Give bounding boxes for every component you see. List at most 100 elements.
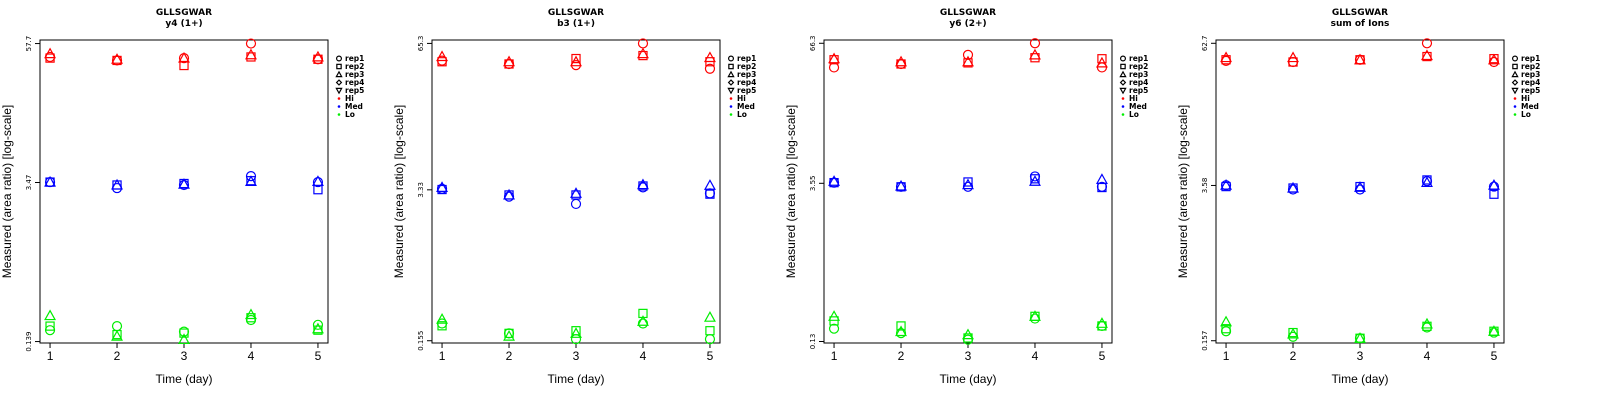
y-tick-label: 0.155 bbox=[417, 331, 425, 351]
chart-title: GLLSGWAR bbox=[548, 8, 604, 18]
x-tick-label: 4 bbox=[1424, 349, 1431, 363]
chart-title: GLLSGWAR bbox=[1332, 8, 1388, 18]
point-hi-rep3 bbox=[703, 51, 716, 63]
point-lo-rep3 bbox=[436, 313, 449, 324]
legend-label: rep5 bbox=[737, 86, 756, 95]
point-med-rep3 bbox=[1287, 181, 1299, 193]
legend-label: rep3 bbox=[737, 70, 756, 79]
point-lo-rep3 bbox=[44, 309, 57, 321]
legend-label: Hi bbox=[1129, 94, 1138, 103]
point-hi-rep1 bbox=[245, 38, 257, 49]
point-lo-rep1 bbox=[1220, 326, 1232, 337]
point-lo-rep1 bbox=[637, 318, 649, 329]
y-axis-label: Measured (area ratio) [log-scale] bbox=[784, 105, 798, 278]
point-lo-rep3 bbox=[1095, 317, 1108, 328]
x-tick-label: 5 bbox=[707, 349, 714, 363]
point-lo-rep3 bbox=[1220, 315, 1233, 327]
legend-dot-lo bbox=[729, 113, 733, 116]
point-lo-rep1 bbox=[312, 319, 324, 330]
point-lo-rep1 bbox=[895, 327, 907, 339]
legend-symbol-rep2 bbox=[1512, 63, 1518, 70]
point-lo-rep3 bbox=[703, 311, 716, 322]
point-med-rep3 bbox=[245, 175, 257, 186]
legend-symbol-rep5 bbox=[335, 87, 343, 95]
legend-symbol-rep4 bbox=[727, 79, 735, 86]
point-lo-rep3 bbox=[1287, 327, 1299, 339]
y-axis-label: Measured (area ratio) [log-scale] bbox=[392, 105, 406, 278]
legend-label: Lo bbox=[737, 110, 747, 119]
point-med-rep3 bbox=[44, 175, 57, 187]
legend-dot-med bbox=[337, 105, 341, 108]
legend-label: Med bbox=[345, 102, 363, 111]
point-lo-rep3 bbox=[1421, 317, 1433, 329]
y-tick-label: 3.47 bbox=[25, 175, 33, 191]
point-lo-rep2 bbox=[179, 328, 189, 338]
point-hi-rep3 bbox=[503, 55, 515, 67]
point-hi-rep3 bbox=[311, 50, 324, 62]
legend-symbol-rep1 bbox=[336, 55, 343, 62]
y-tick-label: 0.13 bbox=[809, 334, 817, 350]
x-tick-label: 5 bbox=[1099, 349, 1106, 363]
x-axis-label: Time (day) bbox=[940, 372, 997, 386]
point-lo-rep1 bbox=[1096, 320, 1108, 332]
legend-label: Med bbox=[1521, 102, 1539, 111]
point-med-rep3 bbox=[637, 178, 649, 190]
x-tick-label: 4 bbox=[640, 349, 647, 363]
point-hi-rep2 bbox=[829, 55, 839, 65]
point-lo-rep2 bbox=[705, 326, 715, 336]
point-lo-rep2 bbox=[504, 328, 514, 339]
x-axis-label: Time (day) bbox=[1332, 372, 1389, 386]
point-hi-rep1 bbox=[312, 54, 324, 65]
legend-label: rep2 bbox=[1129, 62, 1148, 71]
x-tick-label: 1 bbox=[831, 349, 838, 363]
legend-label: rep4 bbox=[345, 78, 364, 87]
legend-symbol-rep4 bbox=[335, 79, 343, 86]
legend-label: Lo bbox=[1129, 110, 1139, 119]
point-hi-rep3 bbox=[828, 52, 841, 64]
x-tick-label: 1 bbox=[439, 349, 446, 363]
point-lo-rep3 bbox=[828, 310, 841, 321]
x-tick-label: 5 bbox=[315, 349, 322, 363]
chart-title: GLLSGWAR bbox=[940, 8, 996, 18]
point-hi-rep3 bbox=[1029, 48, 1041, 60]
point-lo-rep2 bbox=[1221, 324, 1231, 334]
x-tick-label: 1 bbox=[1223, 349, 1230, 363]
chart-subtitle: b3 (1+) bbox=[557, 19, 595, 29]
legend-symbol-rep1 bbox=[1512, 55, 1519, 62]
legend-dot-med bbox=[729, 105, 733, 108]
point-hi-rep2 bbox=[571, 53, 581, 64]
point-hi-rep3 bbox=[962, 55, 974, 67]
x-axis-label: Time (day) bbox=[156, 372, 213, 386]
point-hi-rep2 bbox=[1097, 54, 1107, 64]
point-hi-rep1 bbox=[704, 63, 716, 74]
point-hi-rep3 bbox=[436, 50, 449, 62]
x-tick-label: 3 bbox=[965, 349, 972, 363]
point-med-rep3 bbox=[570, 187, 582, 198]
point-hi-rep2 bbox=[437, 57, 447, 67]
legend-label: rep4 bbox=[1521, 78, 1540, 87]
point-lo-rep2 bbox=[896, 321, 906, 331]
x-tick-label: 3 bbox=[1357, 349, 1364, 363]
y-tick-label: 65.3 bbox=[417, 36, 425, 52]
point-hi-rep3 bbox=[178, 51, 190, 63]
point-hi-rep1 bbox=[503, 58, 515, 70]
point-hi-rep3 bbox=[637, 47, 649, 59]
point-med-rep2 bbox=[705, 189, 715, 199]
legend-dot-hi bbox=[1513, 97, 1517, 100]
y-tick-label: 0.157 bbox=[1201, 331, 1209, 351]
chart-subtitle: y4 (1+) bbox=[165, 19, 202, 29]
point-hi-rep3 bbox=[245, 48, 257, 60]
point-lo-rep2 bbox=[45, 321, 55, 331]
point-lo-rep3 bbox=[637, 315, 649, 326]
point-hi-rep1 bbox=[895, 58, 907, 70]
y-tick-label: 3.33 bbox=[417, 182, 425, 198]
legend-label: rep2 bbox=[1521, 62, 1540, 71]
point-med-rep1 bbox=[962, 181, 974, 192]
legend-label: rep3 bbox=[1129, 70, 1148, 79]
point-hi-rep1 bbox=[1488, 56, 1500, 68]
point-hi-rep3 bbox=[1421, 49, 1433, 61]
